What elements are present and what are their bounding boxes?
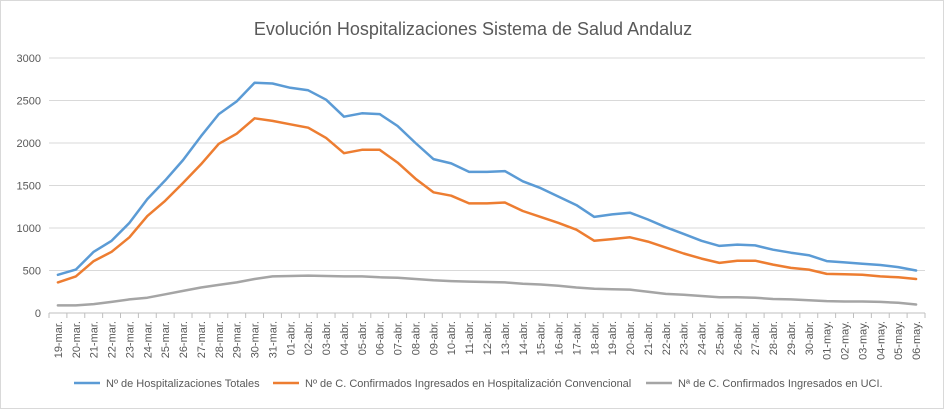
x-tick-label: 03-abr. [321,321,333,355]
x-tick-label: 08-abr. [410,321,422,355]
x-tick-label: 27-mar. [196,321,208,358]
series-line-3 [56,274,918,307]
x-tick-label: 18-abr. [589,321,601,355]
x-tick-label: 28-mar. [214,321,226,358]
x-tick-label: 12-abr. [482,321,494,355]
y-tick-label: 3000 [17,53,41,65]
x-tick-label: 23-abr. [679,321,691,355]
x-tick-label: 02-may. [840,321,852,360]
x-tick-label: 14-abr. [518,321,530,355]
legend-label-1: Nº de Hospitalizaciones Totales [106,378,260,390]
x-tick-label: 20-mar. [71,321,83,358]
x-tick-label: 19-abr. [607,321,619,355]
legend: Nº de Hospitalizaciones Totales Nº de C. … [74,378,883,390]
x-tick-label: 29-abr. [786,321,798,355]
legend-label-2: Nº de C. Confirmados Ingresados en Hospi… [305,378,631,390]
x-tick-label: 22-mar. [107,321,119,358]
x-tick-label: 24-mar. [142,321,154,358]
series-line-1 [56,81,918,277]
series-line-2 [56,117,918,284]
x-tick-label: 28-abr. [768,321,780,355]
x-tick-label: 25-abr. [714,321,726,355]
x-tick-label: 21-abr. [643,321,655,355]
x-tick-label: 04-may. [875,321,887,360]
x-tick-label: 20-abr. [625,321,637,355]
x-tick-label: 26-mar. [178,321,190,358]
y-tick-label: 500 [23,266,41,278]
x-tick-label: 25-mar. [160,321,172,358]
grid-lines [49,57,925,271]
x-tick-label: 27-abr. [750,321,762,355]
x-tick-label: 17-abr. [571,321,583,355]
x-tick-label: 01-may. [822,321,834,360]
x-tick-label: 06-abr. [375,321,387,355]
x-tick-label: 21-mar. [89,321,101,358]
x-tick-label: 30-mar. [250,321,262,358]
y-tick-label: 2500 [17,96,41,108]
x-tick-label: 26-abr. [732,321,744,355]
x-tick-label: 04-abr. [339,321,351,355]
x-tick-label: 09-abr. [428,321,440,355]
y-tick-label: 1500 [17,181,41,193]
legend-label-3: Nª de C. Confirmados Ingresados en UCI. [678,378,883,390]
x-tick-label: 15-abr. [536,321,548,355]
x-tick-label: 19-mar. [53,321,65,358]
x-tick-label: 01-abr. [285,321,297,355]
x-tick-label: 02-abr. [303,321,315,355]
x-tick-label: 23-mar. [124,321,136,358]
x-tick-label: 05-abr. [357,321,369,355]
series-lines [56,81,918,307]
y-tick-label: 2000 [17,138,41,150]
x-tick-label: 24-abr. [697,321,709,355]
x-tick-label: 11-abr. [464,321,476,354]
x-tick-label: 13-abr. [500,321,512,355]
x-tick-label: 16-abr. [554,321,566,355]
axes: 0 500 1000 1500 2000 2500 3000 19-mar. 20-mar. 21… [17,53,926,360]
x-tick-label: 05-may. [893,321,905,360]
y-tick-label: 0 [35,308,41,320]
y-tick-label: 1000 [17,223,41,235]
x-tick-label: 10-abr. [446,321,458,355]
x-tick-label: 29-mar. [232,321,244,358]
chart-title: Evolución Hospitalizaciones Sistema de S… [253,19,693,39]
x-tick-label: 06-may. [911,321,923,360]
x-tick-label: 07-abr. [393,321,405,355]
x-tick-label: 22-abr. [661,321,673,355]
x-tick-label: 30-abr. [804,321,816,355]
x-tick-label: 03-may. [857,321,869,360]
x-tick-label: 31-mar. [267,321,279,358]
